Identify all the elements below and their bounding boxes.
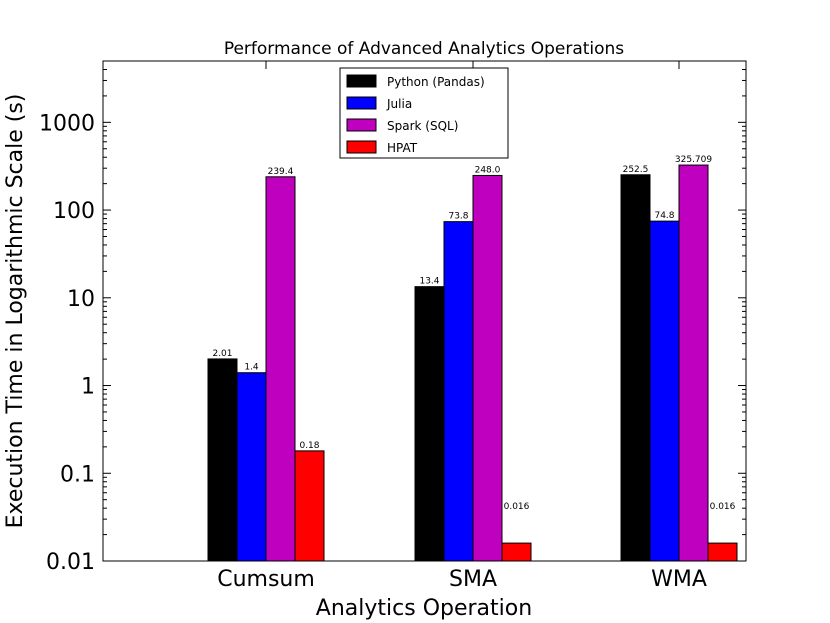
legend-label: Julia [386, 97, 412, 111]
bar-value-label: 0.18 [299, 441, 319, 451]
legend-label: Python (Pandas) [387, 75, 485, 89]
bar-0-2 [620, 174, 651, 562]
x-tick-label: Cumsum [217, 567, 315, 592]
x-tick-label: SMA [449, 567, 497, 592]
y-tick-label: 0.1 [60, 462, 95, 487]
bar-1-1 [443, 221, 474, 562]
x-tick-label: WMA [651, 567, 707, 592]
bar-2-0 [265, 176, 296, 562]
bar-value-label: 13.4 [419, 277, 439, 287]
bar-3-1 [501, 542, 532, 562]
bar-2-2 [678, 164, 709, 562]
bar-value-label: 0.016 [710, 502, 736, 512]
y-tick-label: 1 [81, 375, 95, 400]
bar-0-0 [207, 358, 238, 562]
x-axis-label: Analytics Operation [316, 596, 532, 621]
bar-0-1 [414, 286, 445, 562]
legend-label: HPAT [387, 141, 418, 155]
bar-2-1 [472, 174, 503, 562]
bar-value-label: 239.4 [268, 167, 294, 177]
bar-value-label: 325.709 [675, 155, 712, 165]
bar-1-0 [236, 372, 267, 562]
bar-value-label: 74.8 [654, 211, 674, 221]
bar-3-0 [294, 450, 325, 562]
legend-swatch [346, 74, 377, 88]
y-axis-label: Execution Time in Logarithmic Scale (s) [3, 94, 28, 529]
y-tick-label: 100 [53, 199, 95, 224]
bar-value-label: 2.01 [212, 349, 232, 359]
y-tick-label: 1000 [39, 111, 95, 136]
y-tick-label: 0.01 [46, 550, 95, 575]
bar-value-label: 248.0 [475, 165, 501, 175]
bar-value-label: 1.4 [244, 363, 259, 373]
bar-3-2 [707, 542, 738, 562]
bar-value-label: 0.016 [504, 502, 530, 512]
y-tick-label: 10 [67, 287, 95, 312]
legend-swatch [346, 118, 377, 132]
legend-swatch [346, 96, 377, 110]
bar-value-label: 252.5 [623, 165, 649, 175]
chart-title: Performance of Advanced Analytics Operat… [224, 39, 624, 59]
plot-frame [102, 60, 747, 562]
legend-swatch [346, 140, 377, 154]
bar-value-label: 73.8 [448, 212, 468, 222]
bar-1-2 [649, 220, 680, 562]
legend-label: Spark (SQL) [387, 119, 458, 133]
